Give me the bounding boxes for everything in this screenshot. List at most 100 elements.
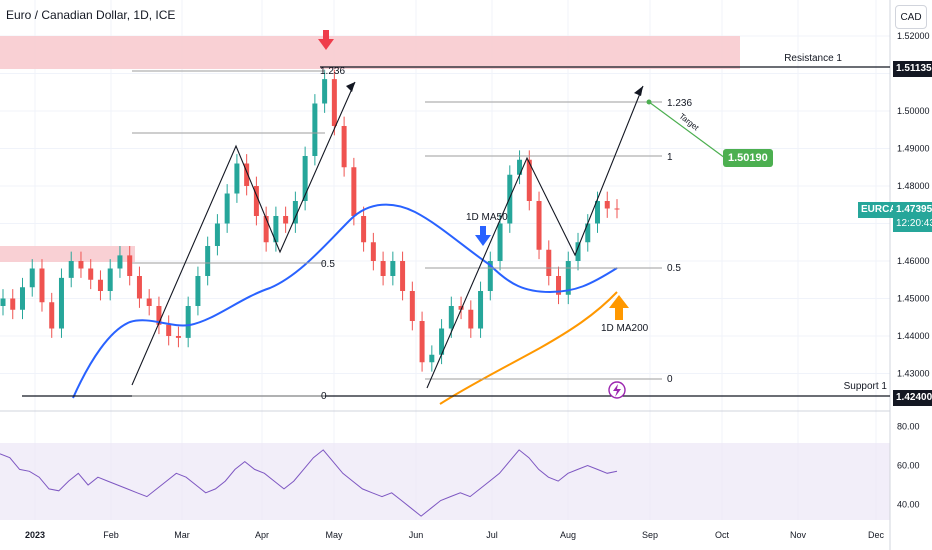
candle-body [351,167,357,216]
candle-body [595,201,601,224]
fib-right-1236-label: 1.236 [667,98,692,109]
ma200-arrow-icon [609,295,629,320]
candle-body [273,216,279,243]
candle-body [458,306,464,310]
x-tick-label: Jun [409,530,424,540]
candle-body [0,298,6,306]
rsi-band [0,443,890,520]
candle-body [380,261,386,276]
last-price-badge: 1.47395 [893,202,932,218]
rsi-line [0,449,618,517]
candle-body [185,306,191,338]
candle-body [604,201,610,209]
fib-right-0-label: 0 [667,374,673,385]
y-tick-label: 1.49000 [897,144,930,154]
x-tick-label: Dec [868,530,885,540]
y-tick-label: 1.50000 [897,106,930,116]
candle-body [497,223,503,261]
candle-body [205,246,211,276]
candle-body [234,163,240,194]
candle-body [49,302,55,329]
candle-body [88,268,94,280]
ma200-label: 1D MA200 [601,323,649,334]
candles-layer [0,69,620,372]
fib-left-1236-label: 1.236 [320,66,345,77]
y-tick-label: 1.45000 [897,294,930,304]
candle-body [195,276,201,306]
candle-body [331,79,337,126]
candle-body [487,261,493,291]
candle-body [97,279,103,291]
candle-body [565,261,571,295]
right-pattern-line [426,85,644,389]
candle-body [166,324,172,336]
resistance-zone [0,36,740,69]
x-axis: 2023 Feb Mar Apr May Jun Jul Aug Sep Oct Nov Dec [25,530,885,540]
candle-body [312,103,318,156]
candle-body [244,163,250,186]
candle-body [283,216,289,224]
candle-body [127,255,133,276]
rsi-tick-label: 80.00 [897,422,920,432]
y-tick-label: 1.52000 [897,31,930,41]
candle-body [439,328,445,355]
candle-body [536,201,542,250]
candle-body [361,216,367,243]
fib-right-1-label: 1 [667,152,673,163]
candle-body [78,261,84,269]
left-pattern-line [131,81,356,386]
down-arrow-icon [318,30,334,50]
y-tick-label: 1.46000 [897,256,930,266]
currency-button[interactable]: CAD [895,5,927,29]
y-tick-label: 1.48000 [897,181,930,191]
x-tick-label: Sep [642,530,658,540]
rsi-tick-label: 40.00 [897,499,920,509]
resistance-label: Resistance 1 [784,53,842,64]
candle-body [575,242,581,261]
ma200-line [439,291,618,405]
support-price-badge: 1.42400 [893,390,932,406]
fib-left-0-label: 0 [321,391,327,402]
candle-body [136,276,142,299]
candle-body [214,223,220,246]
right-pattern-arrowhead [634,86,643,96]
x-tick-label: Nov [790,530,807,540]
candle-body [10,298,16,310]
candle-body [341,126,347,168]
candle-body [409,291,415,321]
candle-body [58,277,64,329]
target-badge: 1.50190 [723,149,773,167]
x-tick-label: Mar [174,530,190,540]
candle-body [322,79,328,104]
support-label: Support 1 [844,381,888,392]
candle-body [526,159,532,201]
candle-body [29,268,35,288]
candle-body [292,201,298,224]
candle-body [448,306,454,329]
fib-left-05-label: 0.5 [321,259,335,270]
x-tick-label: Aug [560,530,576,540]
candle-body [400,261,406,291]
left-pattern-arrowhead [346,82,355,92]
x-tick-label: Oct [715,530,730,540]
candle-body [253,186,259,216]
target-line [648,101,726,159]
candle-body [39,268,45,303]
countdown-badge: 12:20:43 [893,216,932,232]
candle-body [468,309,474,329]
candle-body [585,223,591,243]
resistance-price-badge: 1.51135 [893,61,932,77]
candle-body [390,261,396,276]
left-supply-zone [0,246,135,262]
candle-body [146,298,152,306]
candle-body [263,216,269,243]
y-tick-label: 1.43000 [897,369,930,379]
candle-body [614,208,620,210]
ma50-label: 1D MA50 [466,212,508,223]
rsi-tick-label: 60.00 [897,461,920,471]
chart-title: Euro / Canadian Dollar, 1D, ICE [6,8,176,22]
candle-body [419,321,425,363]
candle-body [107,268,113,291]
candle-body [68,261,74,278]
